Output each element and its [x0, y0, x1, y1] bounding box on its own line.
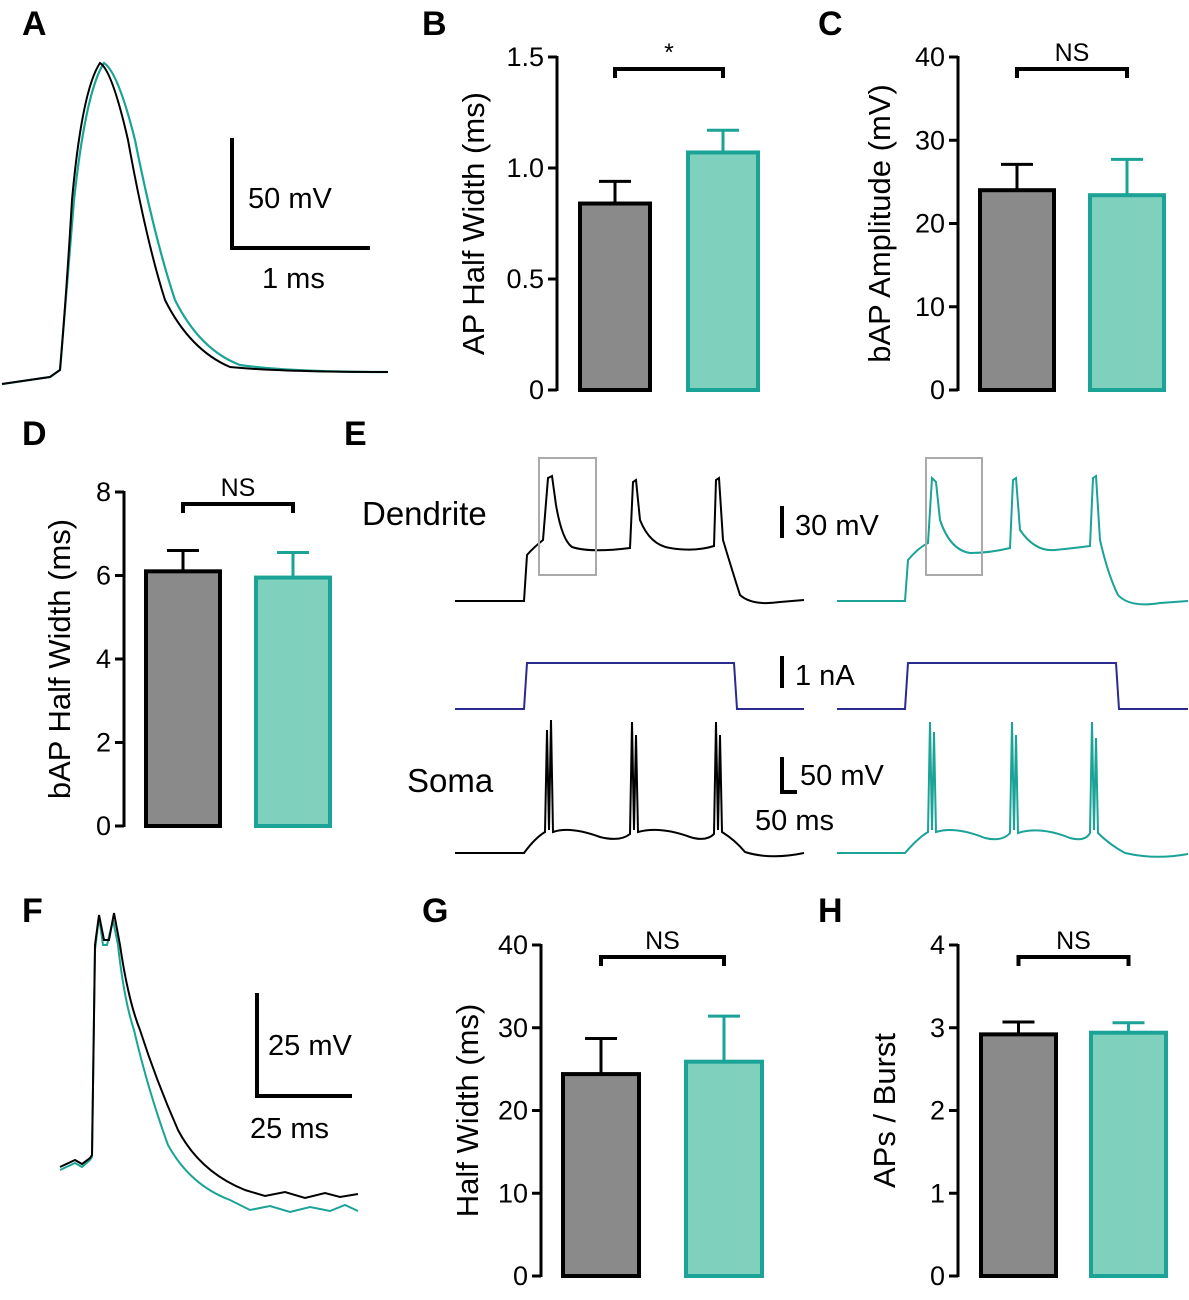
significance-bracket [599, 955, 726, 966]
current-step-control [455, 662, 804, 710]
bar-treatment [254, 575, 332, 829]
bar-control [979, 1032, 1058, 1278]
panel-h-chart: H 0 1 2 3 4 APs / Burst NS [818, 892, 1168, 1291]
y-tick-label: 8 [96, 477, 111, 507]
significance-label: NS [1056, 927, 1091, 955]
dendrite-trace-control [455, 474, 805, 605]
significance-bracket [1015, 67, 1129, 78]
y-tick-label: 1.5 [506, 42, 544, 72]
bar-control [144, 569, 222, 829]
panel-letter-f: F [22, 892, 43, 930]
y-axis-label: bAP Amplitude (mV) [862, 84, 897, 363]
y-tick-label: 1.0 [506, 153, 544, 183]
y-tick-label: 2 [96, 728, 111, 758]
soma-label: Soma [407, 762, 494, 799]
y-tick-label: 3 [930, 1013, 945, 1043]
panel-f: F 25 mV 25 ms [22, 892, 359, 1214]
panel-e: E Dendrite Soma 30 mV 1 nA 50 mV 50 ms [344, 415, 1189, 858]
scale-label-voltage: 50 mV [248, 183, 332, 215]
panel-c-chart: C 0 10 20 30 40 bAP Amplitude (mV) NS [818, 5, 1166, 405]
y-tick-label: 0 [930, 1261, 945, 1291]
panel-letter-a: A [22, 5, 47, 43]
y-axis-label: bAP Half Width (ms) [42, 519, 77, 799]
y-axis-label: APs / Burst [867, 1033, 902, 1188]
y-tick-label: 6 [96, 561, 111, 591]
bar-treatment [686, 150, 760, 392]
burst-trace-control [59, 912, 359, 1200]
scale-label-time: 25 ms [250, 1113, 329, 1145]
y-tick-label: 4 [96, 644, 111, 674]
panel-g-chart: G 0 10 20 30 40 Half Width (ms) NS [422, 892, 764, 1291]
significance-bracket [1016, 955, 1131, 966]
current-step-treatment [837, 662, 1188, 710]
soma-trace-control [455, 719, 805, 858]
significance-label: NS [645, 927, 680, 955]
y-axis-label: AP Half Width (ms) [456, 92, 491, 355]
panel-d-chart: D 0 2 4 6 8 bAP Half Width (ms) NS [22, 415, 332, 841]
y-tick-label: 40 [498, 930, 528, 960]
scale-label-soma-time: 50 ms [755, 805, 834, 837]
significance-label: NS [1055, 39, 1090, 67]
panel-letter-g: G [422, 892, 448, 930]
bar-treatment [684, 1059, 764, 1278]
dendrite-trace-treatment [837, 474, 1189, 606]
y-tick-label: 4 [930, 930, 945, 960]
bar-treatment [1088, 193, 1166, 392]
ap-trace-treatment [1, 61, 389, 386]
panel-letter-e: E [344, 415, 367, 453]
bar-control [578, 201, 652, 392]
scale-label-dendrite: 30 mV [795, 510, 879, 542]
panel-b-chart: B 0 0.5 1.0 1.5 AP Half Width (ms) * [422, 5, 760, 405]
y-tick-label: 40 [915, 42, 945, 72]
y-tick-label: 20 [498, 1096, 528, 1126]
panel-letter-b: B [422, 5, 447, 43]
y-tick-label: 0 [96, 811, 111, 841]
scale-label-time: 1 ms [262, 263, 325, 295]
y-tick-label: 0 [513, 1261, 528, 1291]
bar-control [561, 1072, 641, 1278]
y-tick-label: 1 [930, 1178, 945, 1208]
bar-treatment [1089, 1030, 1168, 1278]
y-tick-label: 20 [915, 209, 945, 239]
dendrite-label: Dendrite [362, 495, 487, 532]
panel-letter-c: C [818, 5, 843, 43]
panel-letter-d: D [22, 415, 47, 453]
significance-bracket [613, 67, 725, 78]
y-tick-label: 2 [930, 1096, 945, 1126]
y-tick-label: 10 [915, 292, 945, 322]
panel-letter-h: H [818, 892, 843, 930]
scale-label-voltage: 25 mV [268, 1030, 352, 1062]
y-tick-label: 0 [529, 375, 544, 405]
ap-trace-control [1, 61, 389, 385]
scale-label-current: 1 nA [795, 660, 855, 692]
scale-label-soma-voltage: 50 mV [800, 760, 884, 792]
significance-label: NS [221, 474, 256, 502]
bar-control [978, 188, 1056, 392]
zoom-box-treatment [925, 457, 983, 576]
soma-trace-treatment [837, 721, 1189, 858]
y-tick-label: 30 [498, 1013, 528, 1043]
y-axis-label: Half Width (ms) [450, 1004, 485, 1218]
y-tick-label: 30 [915, 125, 945, 155]
y-tick-label: 0.5 [506, 264, 544, 294]
significance-bracket [181, 502, 295, 513]
zoom-box-control [538, 457, 597, 576]
panel-a: A 50 mV 1 ms [1, 5, 389, 386]
significance-label: * [664, 39, 674, 67]
y-tick-label: 0 [930, 375, 945, 405]
y-tick-label: 10 [498, 1178, 528, 1208]
